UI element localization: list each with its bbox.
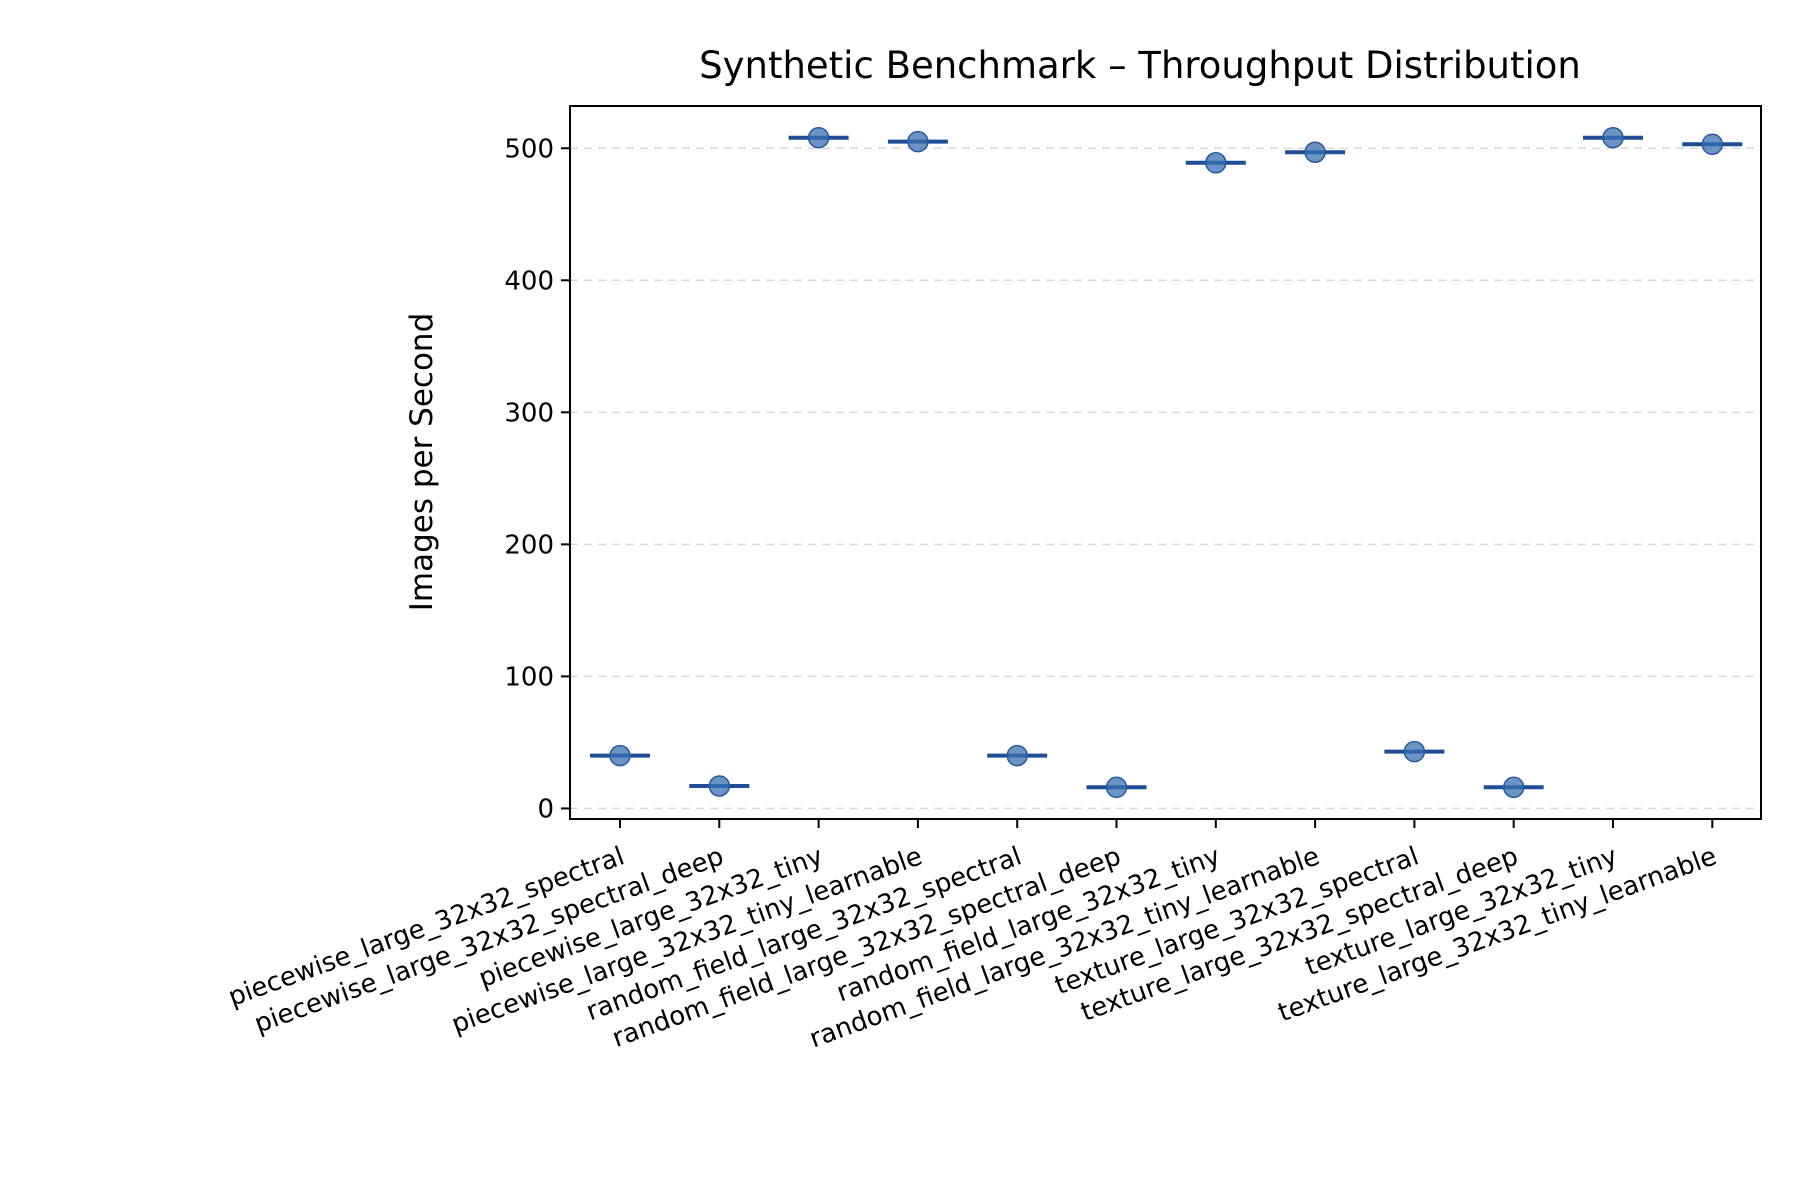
- y-tick-label: 200: [504, 530, 554, 560]
- data-point: [708, 775, 731, 797]
- y-tick-label: 100: [504, 662, 554, 692]
- chart-title: Synthetic Benchmark – Throughput Distrib…: [699, 44, 1581, 87]
- x-axis: piecewise_large_32x32_spectralpiecewise_…: [225, 819, 1721, 1054]
- data-point: [807, 126, 830, 149]
- y-tick-label: 0: [537, 794, 554, 824]
- data-point: [1105, 776, 1128, 799]
- data-point: [609, 744, 631, 767]
- data-point: [907, 130, 929, 153]
- data-point: [1502, 776, 1525, 799]
- data-point: [1701, 133, 1724, 156]
- y-axis-label: Images per Second: [404, 313, 440, 612]
- data-marks: [590, 126, 1743, 799]
- data-point: [1205, 152, 1227, 174]
- data-point: [1304, 141, 1326, 163]
- y-tick-label: 400: [504, 266, 554, 296]
- data-point: [1006, 744, 1028, 767]
- y-tick-label: 300: [504, 398, 554, 428]
- data-point: [1602, 126, 1624, 149]
- y-tick-label: 500: [504, 134, 554, 164]
- grid-lines: [570, 147, 1761, 810]
- data-point: [1403, 740, 1426, 763]
- y-axis: 0 100 200 300 400 500: [504, 134, 570, 824]
- plot-frame: [569, 105, 1762, 820]
